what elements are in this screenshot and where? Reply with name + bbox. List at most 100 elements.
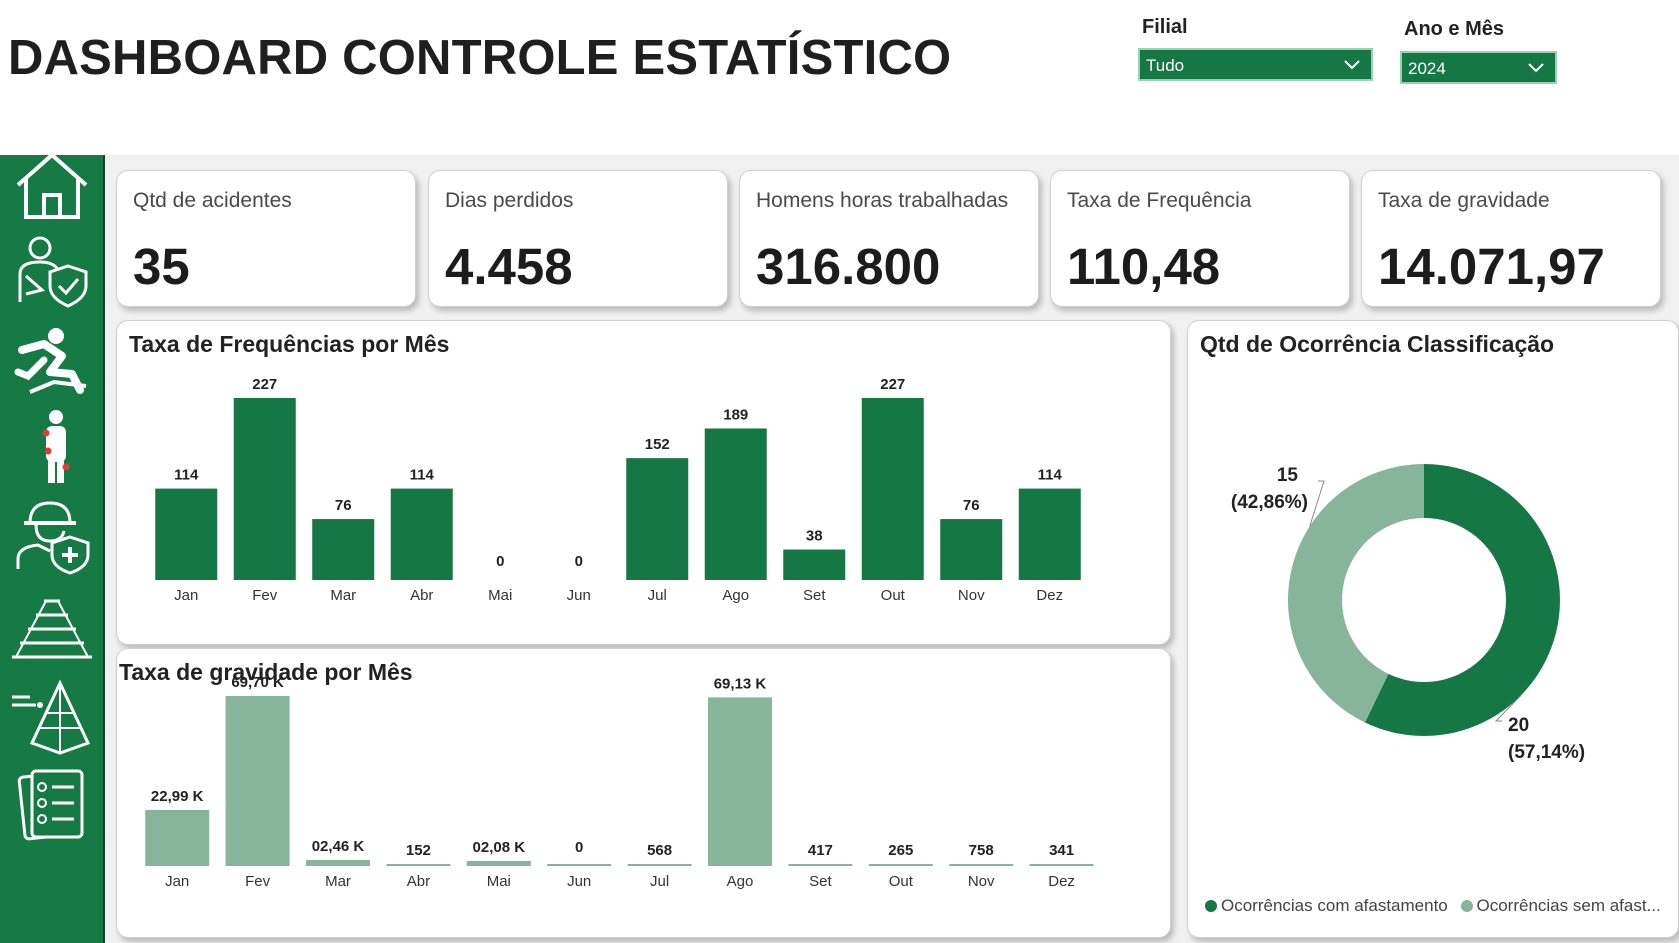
x-tick-label: Fev [245, 873, 271, 890]
data-label: 76 [963, 497, 980, 514]
bar-mar[interactable] [306, 860, 370, 866]
chart-gravidade-svg: 22,99 K Jan 69,70 K Fev 02,46 K Mar 152 Abr 02,0… [117, 649, 1170, 937]
bar-nov[interactable] [940, 519, 1002, 580]
data-label: 568 [647, 842, 672, 859]
x-tick-label: Mar [330, 587, 356, 604]
data-label: 02,08 K [473, 839, 526, 856]
filial-label: Filial [1142, 16, 1188, 39]
bar-nov[interactable] [949, 864, 1013, 866]
legend-item-sem-afastamento[interactable]: Ocorrências sem afast... [1461, 896, 1661, 915]
kpi-label: Taxa de gravidade [1378, 189, 1550, 213]
kpi-card-homens-horas: Homens horas trabalhadas 316.800 [739, 170, 1039, 307]
bar-out[interactable] [869, 864, 933, 866]
donut-percent-label: (42,86%) [1231, 492, 1308, 513]
data-label: 38 [806, 528, 823, 545]
periodo-label: Ano e Mês [1404, 18, 1504, 41]
chevron-down-icon [1527, 58, 1545, 76]
pyramid-layers-icon[interactable] [10, 585, 94, 665]
data-label: 69,70 K [231, 674, 284, 691]
x-tick-label: Nov [968, 873, 995, 890]
bar-out[interactable] [862, 398, 924, 580]
bar-abr[interactable] [391, 489, 453, 580]
x-tick-label: Nov [958, 587, 985, 604]
donut-value-label: 20 [1508, 715, 1529, 736]
data-label: 114 [410, 467, 435, 484]
x-tick-label: Jul [650, 873, 669, 890]
data-label: 227 [880, 376, 905, 393]
data-label: 0 [575, 839, 583, 856]
kpi-label: Taxa de Frequência [1067, 189, 1251, 213]
bar-abr[interactable] [386, 864, 450, 866]
chart-panel-gravidade: Taxa de gravidade por Mês 22,99 K Jan 69,7… [116, 648, 1171, 938]
kpi-label: Qtd de acidentes [133, 189, 292, 213]
bar-jan[interactable] [155, 489, 217, 580]
kpi-card-taxa-gravidade: Taxa de gravidade 14.071,97 [1361, 170, 1661, 307]
sidebar-nav [0, 155, 105, 943]
donut-percent-label: (57,14%) [1508, 742, 1585, 763]
bar-ago[interactable] [708, 697, 772, 866]
legend-label: Ocorrências com afastamento [1221, 896, 1448, 915]
kpi-card-dias-perdidos: Dias perdidos 4.458 [428, 170, 728, 307]
bar-set[interactable] [788, 864, 852, 866]
kpi-value: 316.800 [756, 237, 940, 296]
periodo-dropdown[interactable]: 2024 [1400, 51, 1557, 84]
kpi-label: Homens horas trabalhadas [756, 189, 1008, 213]
bar-jul[interactable] [628, 864, 692, 866]
data-label: 417 [808, 842, 833, 859]
bar-dez[interactable] [1030, 864, 1094, 866]
data-label: 227 [252, 376, 277, 393]
x-tick-label: Set [809, 873, 832, 890]
data-label: 152 [406, 842, 431, 859]
falling-person-icon[interactable] [10, 320, 94, 400]
injured-person-shield-icon[interactable] [10, 230, 94, 310]
body-injury-points-icon[interactable] [10, 407, 94, 487]
bar-ago[interactable] [705, 428, 767, 580]
bar-dez[interactable] [1019, 489, 1081, 580]
data-label: 22,99 K [151, 788, 204, 805]
data-label: 189 [723, 406, 748, 423]
x-tick-label: Dez [1048, 873, 1075, 890]
x-tick-label: Jan [165, 873, 189, 890]
legend-item-com-afastamento[interactable]: Ocorrências com afastamento [1205, 896, 1448, 915]
worker-health-shield-icon[interactable] [10, 495, 94, 575]
x-tick-label: Mai [488, 587, 512, 604]
page-title: DASHBOARD CONTROLE ESTATÍSTICO [8, 30, 951, 86]
data-label: 76 [335, 497, 352, 514]
x-tick-label: Jan [174, 587, 198, 604]
legend-dot [1461, 900, 1473, 912]
data-label: 0 [496, 553, 504, 570]
chart-frequencia-svg: 114 Jan 227 Fev 76 Mar 114 Abr 0 Mai 0 Jun 152 Jul 189… [117, 321, 1170, 644]
kpi-label: Dias perdidos [445, 189, 573, 213]
data-label: 758 [969, 842, 994, 859]
bar-fev[interactable] [226, 696, 290, 866]
kpi-value: 35 [133, 237, 190, 296]
data-label: 265 [888, 842, 913, 859]
data-label: 114 [174, 467, 199, 484]
home-icon[interactable] [10, 145, 94, 225]
x-tick-label: Mar [325, 873, 351, 890]
chart-panel-frequencia: Taxa de Frequências por Mês 114 Jan 227 Fev… [116, 320, 1171, 645]
chart-panel-classificacao: Qtd de Ocorrência Classificação 20 (57,14… [1187, 320, 1679, 938]
pyramid-diagram-icon[interactable] [10, 675, 94, 755]
kpi-value: 4.458 [445, 237, 573, 296]
bar-jan[interactable] [145, 810, 209, 866]
data-label: 0 [575, 553, 583, 570]
filial-dropdown[interactable]: Tudo [1138, 48, 1373, 81]
bar-set[interactable] [783, 550, 845, 580]
legend-dot [1205, 900, 1217, 912]
legend-label: Ocorrências sem afast... [1477, 896, 1661, 915]
data-label: 152 [645, 436, 670, 453]
bar-jun[interactable] [547, 864, 611, 866]
x-tick-label: Ago [727, 873, 754, 890]
data-label: 02,46 K [312, 838, 365, 855]
donut-value-label: 15 [1277, 465, 1299, 486]
bar-jul[interactable] [626, 458, 688, 580]
kpi-value: 14.071,97 [1378, 237, 1605, 296]
kpi-value: 110,48 [1067, 237, 1220, 296]
bar-fev[interactable] [234, 398, 296, 580]
checklist-icon[interactable] [10, 765, 94, 845]
bar-mar[interactable] [312, 519, 374, 580]
kpi-card-acidentes: Qtd de acidentes 35 [116, 170, 416, 307]
periodo-selected-value: 2024 [1408, 59, 1446, 79]
bar-mai[interactable] [467, 861, 531, 866]
